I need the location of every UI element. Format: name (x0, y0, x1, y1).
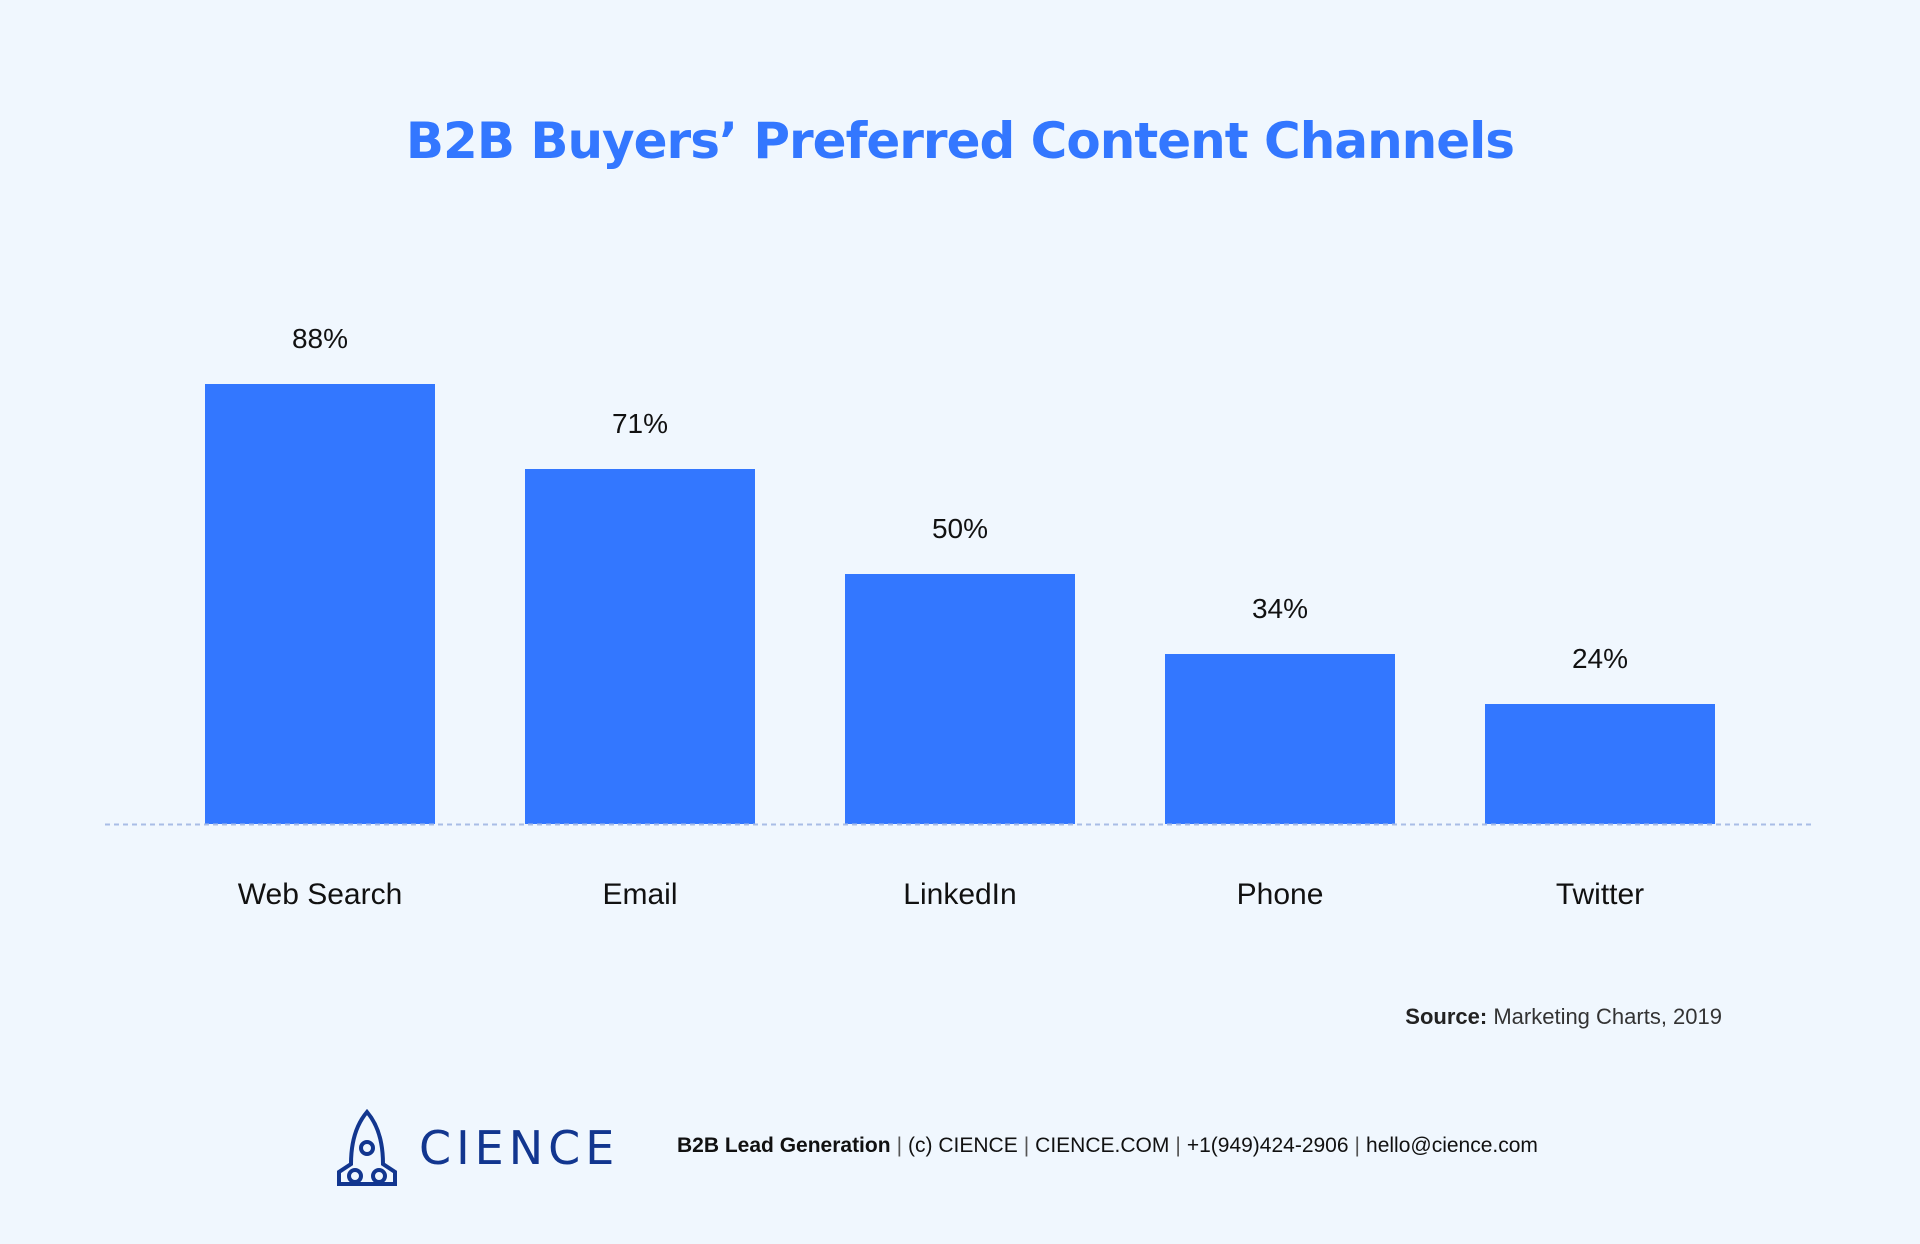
data-label: 88% (292, 323, 348, 354)
category-label: Email (602, 878, 677, 911)
data-label: 24% (1572, 643, 1628, 674)
bar-twitter (1485, 704, 1715, 824)
source-note: Source: Marketing Charts, 2019 (1405, 1004, 1722, 1030)
rocket-icon (337, 1108, 397, 1186)
bar-phone (1165, 654, 1395, 824)
chart-title: B2B Buyers’ Preferred Content Channels (405, 112, 1515, 170)
footer-tagline: B2B Lead Generation (677, 1134, 891, 1157)
data-label: 34% (1252, 593, 1308, 624)
footer-copyright: (c) CIENCE (908, 1134, 1018, 1157)
category-label: Phone (1237, 878, 1324, 911)
category-label: LinkedIn (903, 878, 1016, 911)
footer: CIENCE B2B Lead Generation | (c) CIENCE | CI… (0, 1100, 1920, 1190)
source-label: Source: (1405, 1004, 1488, 1029)
footer-email[interactable]: hello@cience.com (1366, 1134, 1538, 1157)
bar-web-search (205, 384, 435, 824)
category-label: Twitter (1556, 878, 1644, 911)
logo-text: CIENCE (419, 1121, 620, 1175)
footer-website[interactable]: CIENCE.COM (1035, 1134, 1170, 1157)
source-text: Marketing Charts, 2019 (1493, 1004, 1722, 1029)
category-label: Web Search (238, 878, 403, 911)
bar-linkedin (845, 574, 1075, 824)
footer-contact: B2B Lead Generation | (c) CIENCE | CIENCE.CO… (677, 1134, 1538, 1157)
bar-email (525, 469, 755, 824)
cience-logo: CIENCE (333, 1108, 619, 1188)
data-label: 71% (612, 408, 668, 439)
footer-phone[interactable]: +1(949)424-2906 (1186, 1134, 1349, 1157)
bar-chart: 88% Web Search 71% Email 50% LinkedIn 34% Phone… (105, 323, 1815, 911)
data-label: 50% (932, 513, 988, 544)
